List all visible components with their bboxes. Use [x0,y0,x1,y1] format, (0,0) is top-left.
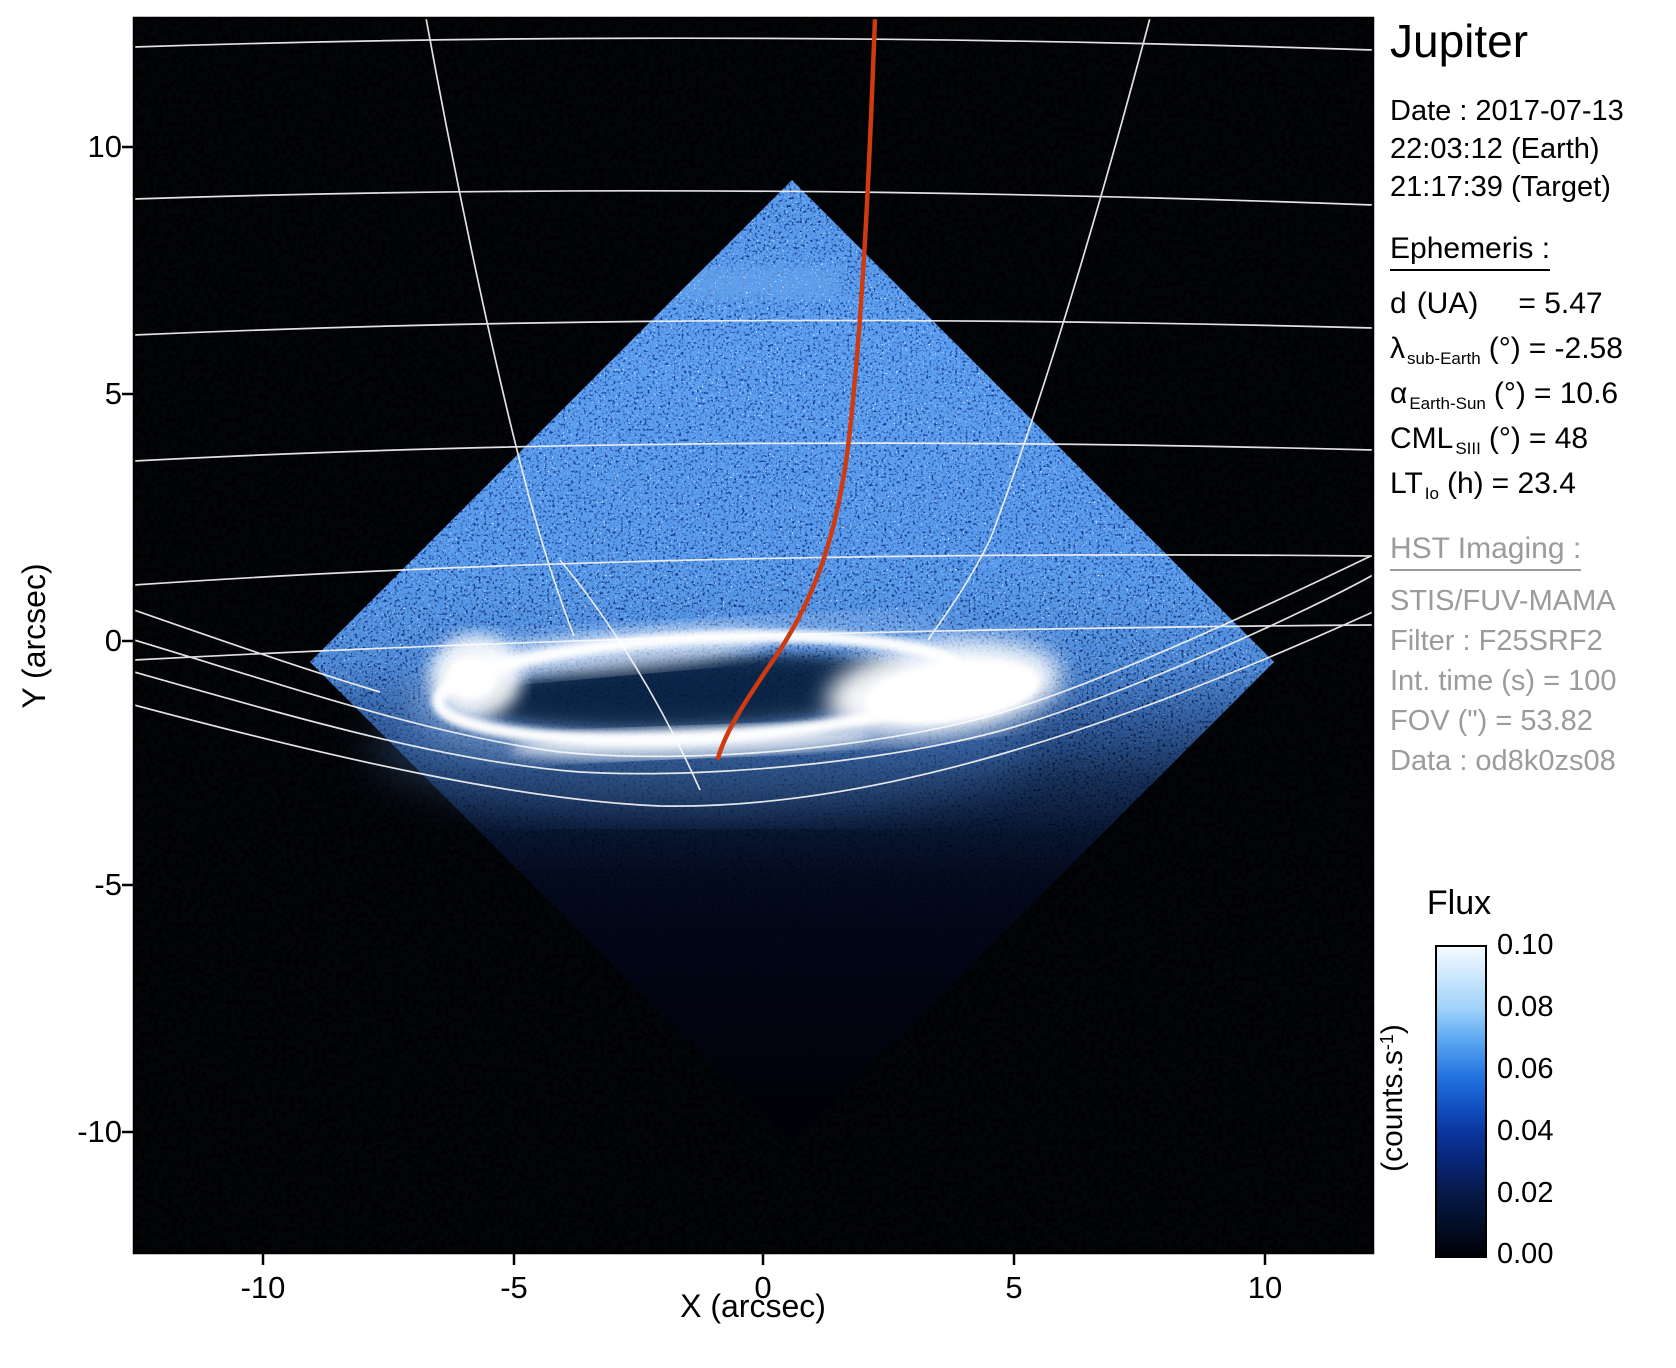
y-tick-label: 5 [104,376,122,411]
x-tick-label: -5 [500,1270,528,1305]
date-line: Date : 2017-07-13 [1390,95,1624,127]
ephemeris-row-cml: CML SIII (°) = 48 [1390,416,1672,461]
colorbar-title: Flux [1426,884,1492,922]
y-tick-label: 0 [104,623,122,658]
ephemeris-table: d (UA) = 5.47 λ sub-Earth (°) = -2.58 α Earth-… [1390,281,1672,506]
colorbar-tick-label: 0.02 [1497,1177,1554,1209]
symbol-subscript: Io [1424,484,1439,503]
unit: (°) [1488,332,1521,365]
value: = -2.58 [1528,332,1623,365]
hst-imaging-table: STIS/FUV-MAMA Filter : F25SRF2 Int. time… [1390,581,1672,781]
hst-imaging-heading: HST Imaging : [1390,532,1582,571]
y-tick-label: -10 [77,1114,122,1149]
unit: (h) [1446,467,1484,500]
ephemeris-row-distance: d (UA) = 5.47 [1390,281,1672,326]
plot-frame [132,16,1375,1255]
hst-data-id: Data : od8k0zs08 [1390,745,1616,777]
symbol: α [1390,377,1408,410]
hst-fov: FOV (") = 53.82 [1390,705,1593,737]
oval-top-arc-bright [470,628,770,676]
value: = 23.4 [1491,467,1576,500]
info-panel: Jupiter Date : 2017-07-13 22:03:12 (Eart… [1390,0,1672,781]
hst-instrument: STIS/FUV-MAMA [1390,585,1616,617]
ephemeris-row-sub-earth-latitude: λ sub-Earth (°) = -2.58 [1390,326,1672,371]
red-trajectory-line [715,18,878,761]
bright-emission-core-right [864,660,1040,724]
x-axis-label: X (arcsec) [680,1288,826,1324]
unit-superscript: -1 [1377,1034,1397,1051]
symbol-subscript: SIII [1455,439,1481,458]
time-earth-line: 22:03:12 (Earth) [1390,133,1600,165]
value: = 48 [1528,422,1589,455]
colorbar-tick-label: 0.08 [1497,991,1554,1023]
plot-area [134,18,1373,1253]
value: = 5.47 [1518,287,1603,320]
colorbar-gradient [1435,945,1487,1258]
unit: (°) [1488,422,1521,455]
y-tick-label: -5 [94,867,122,902]
colorbar-tick-label: 0.00 [1497,1238,1554,1270]
oval-bottom-rim-bright [510,726,870,758]
ephemeris-heading: Ephemeris : [1390,232,1551,271]
ephemeris-row-phase-angle: α Earth-Sun (°) = 10.6 [1390,371,1672,416]
colorbar-tick-label: 0.10 [1497,929,1554,961]
axis-ticks [122,145,1267,1265]
x-tick-label: 10 [1247,1270,1283,1305]
time-target-line: 21:17:39 (Target) [1390,171,1611,203]
ephemeris-row-io-local-time: LT Io (h) = 23.4 [1390,461,1672,506]
symbol-subscript: Earth-Sun [1409,394,1486,413]
symbol: d [1390,287,1407,320]
colorbar-tick-label: 0.04 [1497,1115,1554,1147]
x-tick-label: 5 [1005,1270,1023,1305]
bright-emission-core-left [447,657,497,699]
x-tick-label: -10 [240,1270,286,1305]
hst-int-time: Int. time (s) = 100 [1390,665,1617,697]
planet-grid-lines [134,18,1373,807]
x-tick-label: 0 [754,1270,772,1305]
symbol: CML [1390,422,1454,455]
unit: (UA) [1416,287,1479,320]
unit-prefix: (counts.s [1376,1050,1409,1172]
page-title: Jupiter [1390,15,1529,67]
observation-datetime: Date : 2017-07-13 22:03:12 (Earth) 21:17… [1390,92,1672,206]
hst-filter: Filter : F25SRF2 [1390,625,1603,657]
unit: (°) [1493,377,1526,410]
y-axis-label: Y (arcsec) [16,563,52,709]
symbol: λ [1390,332,1405,365]
auroral-oval [413,613,1062,763]
unit-suffix: ) [1376,1024,1409,1035]
y-tick-label: 10 [87,129,122,164]
colorbar-tick-label: 0.06 [1497,1053,1554,1085]
value: = 10.6 [1533,377,1619,410]
symbol: LT [1390,467,1423,500]
colorbar-unit-label: (counts.s-1) [1376,948,1412,1248]
symbol-subscript: sub-Earth [1407,349,1481,368]
